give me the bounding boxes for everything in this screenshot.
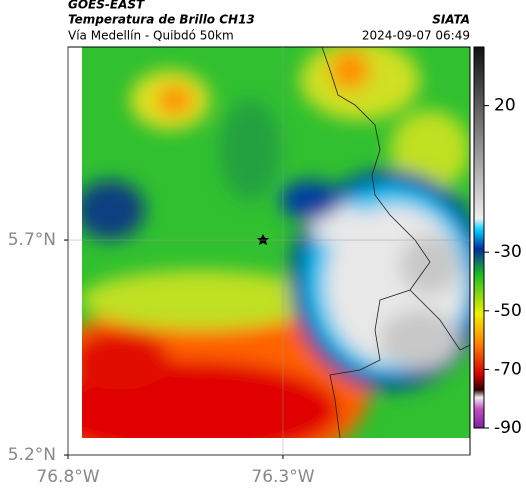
colorbar-tick-label: -70 <box>494 359 522 379</box>
product-title: Temperatura de Brillo CH13 <box>68 13 255 27</box>
x-tick-label: 76.3°W <box>251 467 314 487</box>
colorbar-tick-label: 20 <box>494 96 516 116</box>
colorbar-tick-label: -50 <box>494 301 522 321</box>
brightness-field <box>82 47 470 438</box>
colorbar-tick-label: -90 <box>494 418 522 438</box>
y-tick-label: 5.2°N <box>8 445 56 465</box>
x-tick-label: 76.8°W <box>36 467 99 487</box>
timestamp: 2024-09-07 06:49 <box>362 29 470 43</box>
source: SIATA <box>432 13 470 27</box>
colorbar <box>473 46 485 429</box>
subtitle: Vía Medellín - Quibdó 50km <box>68 29 234 43</box>
y-tick-label: 5.7°N <box>8 230 56 250</box>
satellite-name: GOES-EAST <box>68 0 145 12</box>
colorbar-tick-label: -30 <box>494 242 522 262</box>
